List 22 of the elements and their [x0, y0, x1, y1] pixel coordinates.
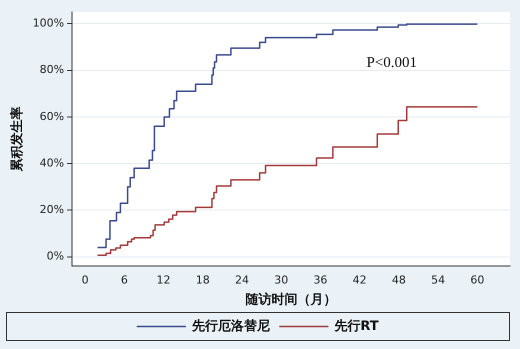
x-tick-label: 6	[120, 274, 128, 287]
annotation: P<0.001	[366, 54, 418, 71]
y-tick-label: 40%	[40, 156, 64, 170]
x-tick-label: 24	[235, 274, 249, 287]
y-tick-label: 0%	[46, 250, 64, 263]
x-tick-label: 54	[431, 274, 446, 287]
y-tick-label: 80%	[40, 63, 64, 76]
x-axis-title: 随访时间（月）	[246, 292, 337, 308]
x-tick-label: 42	[352, 274, 367, 287]
y-tick-label: 20%	[40, 203, 64, 216]
x-tick-label: 12	[156, 274, 171, 287]
x-tick-label: 60	[470, 274, 484, 287]
y-tick-label: 100%	[32, 16, 64, 30]
y-axis-title: 累积发生率	[9, 106, 26, 173]
y-tick-label: 60%	[40, 110, 64, 123]
x-tick-label: 30	[274, 274, 288, 287]
legend-label: 先行厄洛替尼	[190, 318, 270, 334]
legend-label: 先行RT	[333, 318, 379, 334]
x-tick-label: 18	[196, 274, 210, 287]
x-tick-label: 36	[313, 274, 328, 287]
x-tick-label: 0	[82, 274, 89, 287]
x-tick-label: 48	[392, 274, 406, 287]
